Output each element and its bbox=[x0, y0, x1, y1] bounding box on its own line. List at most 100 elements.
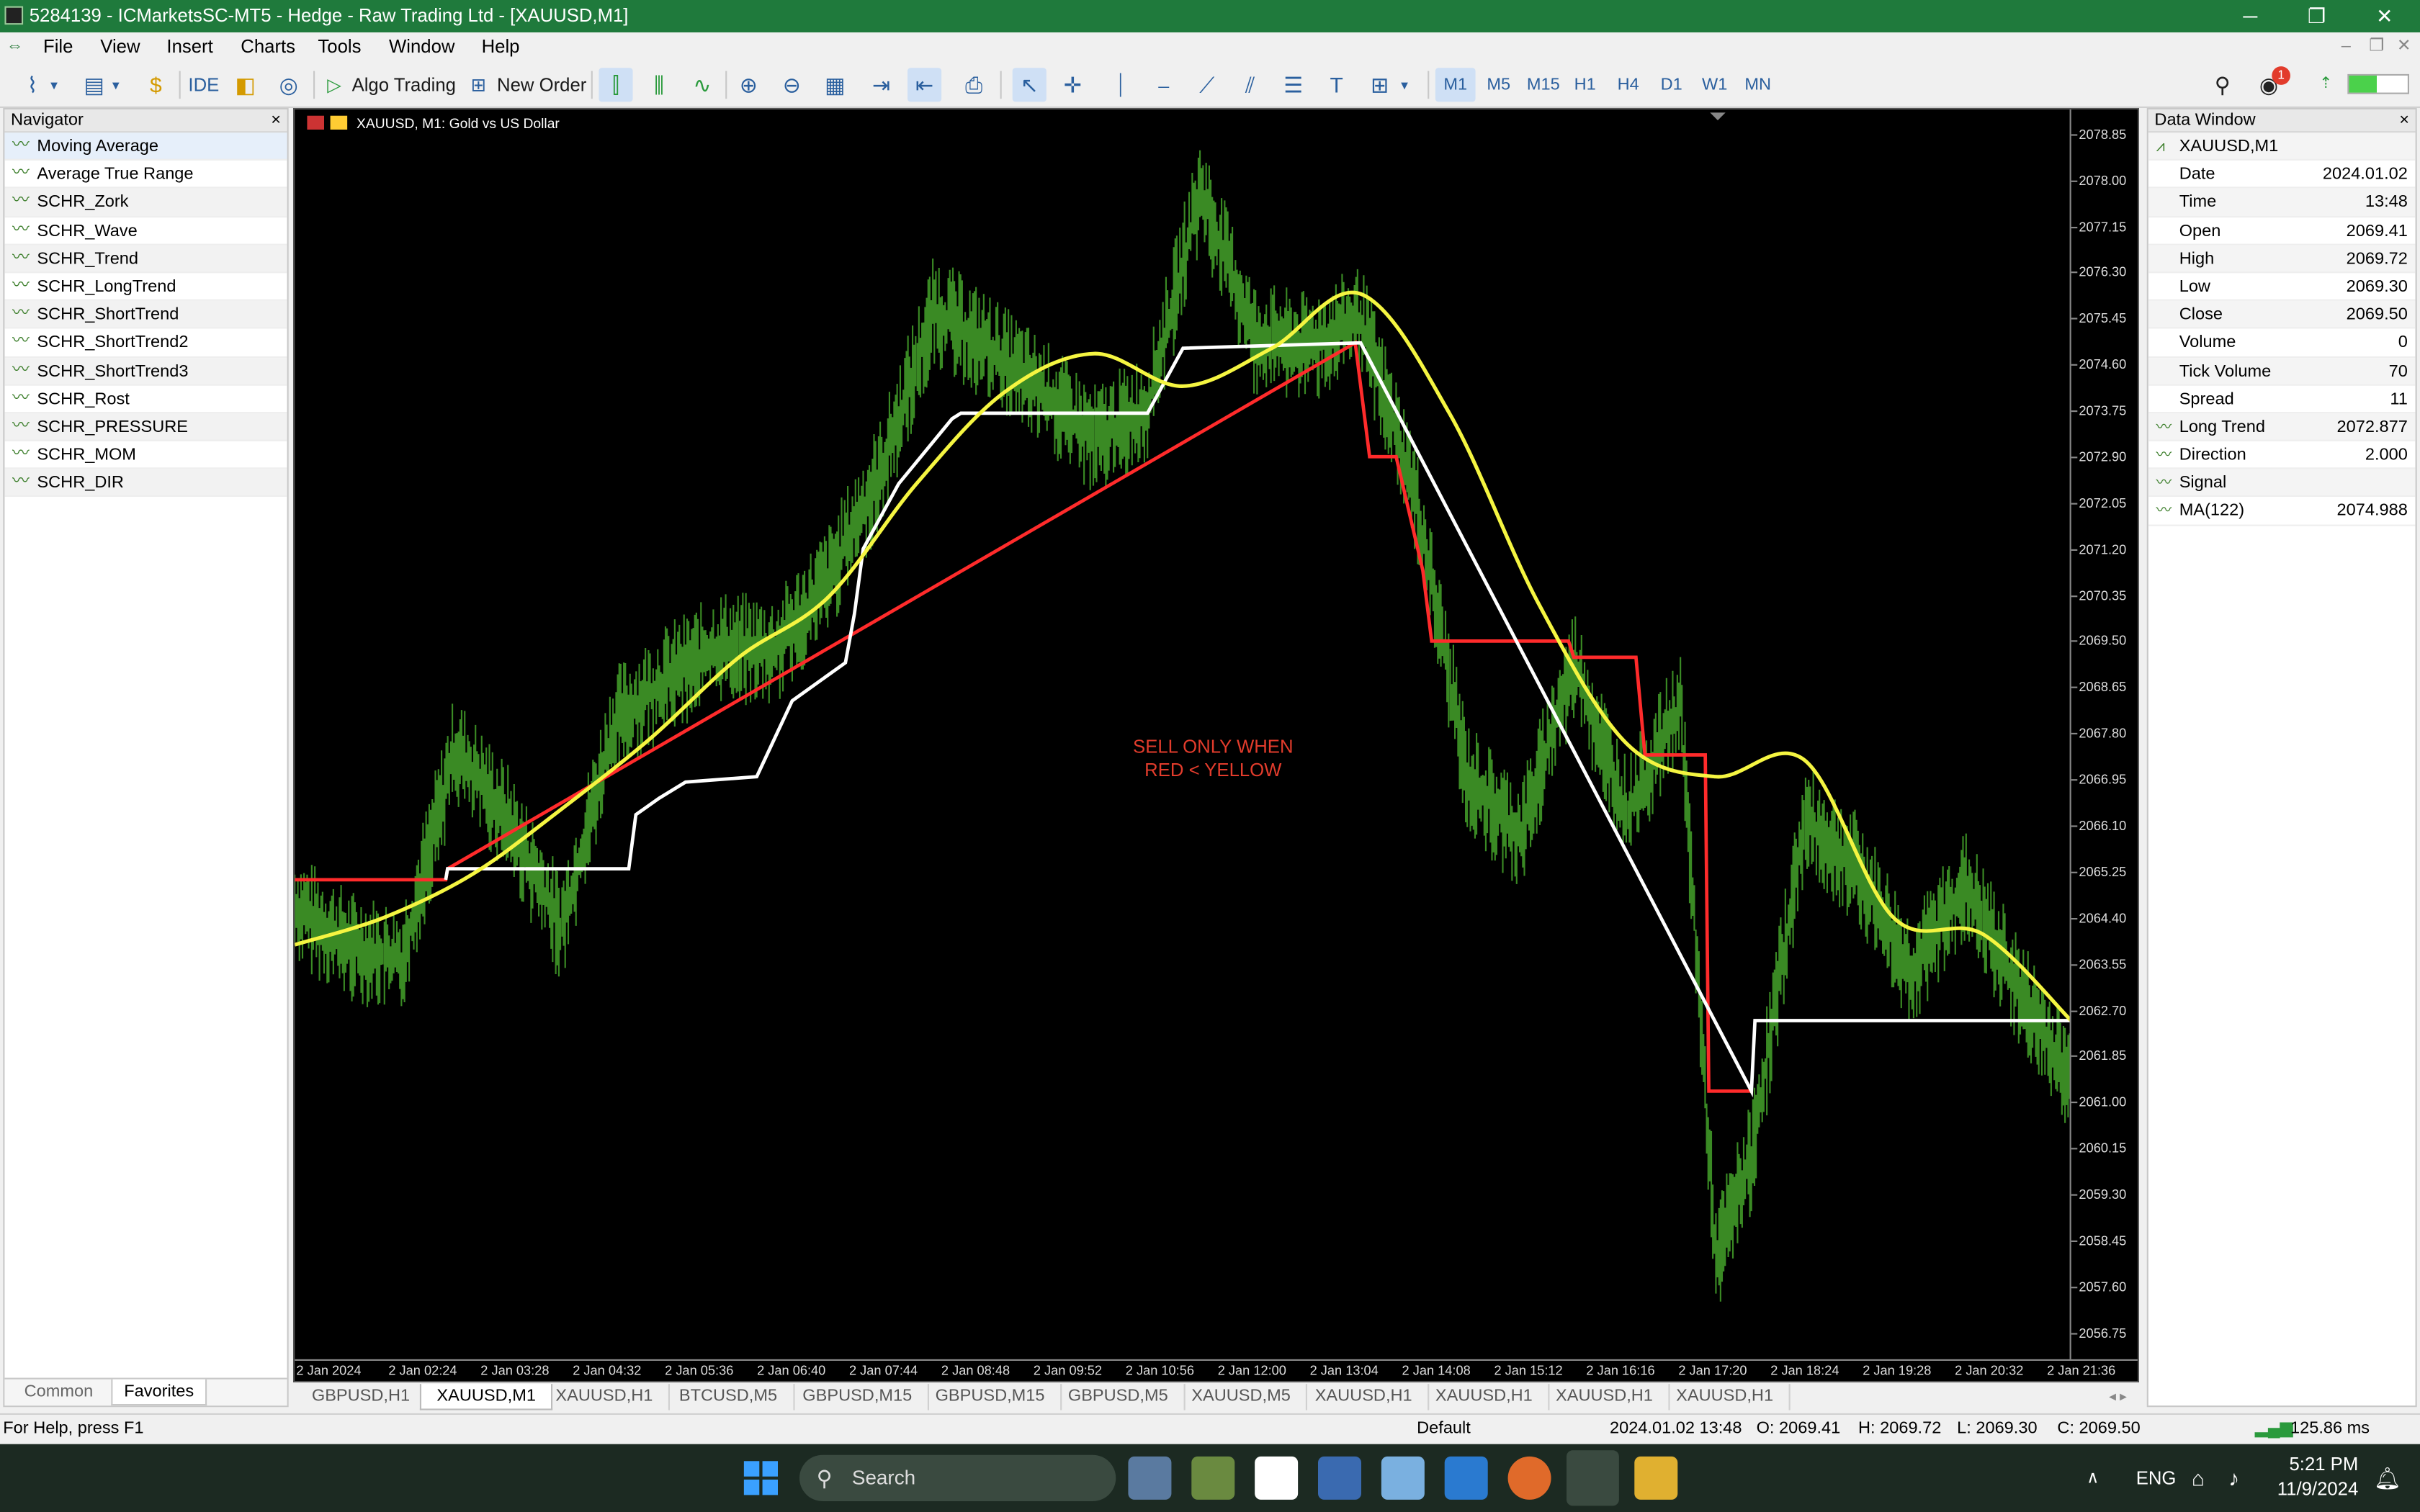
cursor-icon[interactable]: ↖ bbox=[1012, 68, 1047, 102]
navigator-item[interactable]: 〰 SCHR_PRESSURE bbox=[4, 413, 287, 441]
price-chart[interactable] bbox=[295, 109, 2071, 1362]
new-order-button[interactable]: ⊞ New Order bbox=[466, 68, 587, 102]
navigator-item[interactable]: 〰 SCHR_Zork bbox=[4, 189, 287, 217]
timeframe-w1[interactable]: W1 bbox=[1702, 76, 1728, 94]
file-explorer-icon[interactable] bbox=[1634, 1456, 1678, 1500]
chart-shift-marker[interactable] bbox=[1710, 112, 1726, 121]
text-icon[interactable]: T bbox=[1330, 72, 1343, 97]
symbol-tab[interactable]: GBPUSD,H1 bbox=[296, 1384, 427, 1410]
navigator-item[interactable]: 〰 SCHR_ShortTrend2 bbox=[4, 329, 287, 358]
tab-scroll-icon[interactable]: ◂ ▸ bbox=[2109, 1388, 2127, 1404]
data-window-close-icon[interactable]: × bbox=[2399, 111, 2409, 130]
store-icon[interactable] bbox=[1318, 1456, 1361, 1500]
navigator-item[interactable]: 〰 SCHR_ShortTrend3 bbox=[4, 357, 287, 386]
mdi-restore-button[interactable]: ❐ bbox=[2369, 37, 2385, 56]
zoom-in-icon[interactable]: ⊕ bbox=[739, 72, 758, 97]
vertical-line-icon[interactable]: ⏐ bbox=[1114, 72, 1127, 97]
search-icon[interactable]: ⚲ bbox=[2214, 72, 2231, 97]
market-icon[interactable]: $ bbox=[150, 72, 162, 97]
menu-window[interactable]: Window bbox=[389, 35, 455, 58]
symbol-tab[interactable]: XAUUSD,M5 bbox=[1176, 1384, 1308, 1410]
timeframe-h4[interactable]: H4 bbox=[1617, 76, 1639, 94]
timeframe-m5[interactable]: M5 bbox=[1487, 76, 1511, 94]
zoom-out-icon[interactable]: ⊖ bbox=[782, 72, 801, 97]
firefox-icon[interactable] bbox=[1507, 1456, 1551, 1500]
signals-icon[interactable]: ◎ bbox=[279, 72, 298, 97]
photos-icon[interactable] bbox=[1191, 1456, 1235, 1500]
new-chart-dropdown-icon[interactable]: ▾ bbox=[50, 77, 58, 93]
symbol-tab[interactable]: GBPUSD,M15 bbox=[787, 1384, 929, 1410]
price-axis[interactable]: 2078.85 2078.00 2077.15 2076.30 2075.45 2074.… bbox=[2069, 109, 2138, 1363]
symbol-tab[interactable]: GBPUSD,M5 bbox=[1052, 1384, 1186, 1410]
minimize-button[interactable]: ─ bbox=[2243, 4, 2258, 28]
mdi-close-button[interactable]: ✕ bbox=[2396, 37, 2411, 56]
timeframe-mn[interactable]: MN bbox=[1744, 76, 1772, 94]
navigator-item[interactable]: 〰 SCHR_MOM bbox=[4, 441, 287, 469]
navigator-item[interactable]: 〰 Moving Average bbox=[4, 132, 287, 161]
shop-icon[interactable]: ◧ bbox=[235, 72, 256, 97]
level-icon[interactable]: ⇡ bbox=[2319, 76, 2333, 93]
notifications-bell-icon[interactable]: 🔔︎ bbox=[2373, 1465, 2401, 1490]
grid-icon[interactable]: ▦ bbox=[825, 72, 846, 97]
symbol-tab[interactable]: XAUUSD,M1 bbox=[419, 1384, 553, 1410]
status-ping[interactable]: 125.86 ms bbox=[2290, 1419, 2370, 1439]
chart-menu-icon[interactable]: ⇔ bbox=[6, 37, 24, 56]
timeframe-m15[interactable]: M15 bbox=[1526, 76, 1560, 94]
symbol-tab[interactable]: XAUUSD,H1 bbox=[1541, 1384, 1670, 1410]
horizontal-line-icon[interactable]: ⎯ bbox=[1158, 72, 1170, 97]
close-button[interactable]: ✕ bbox=[2376, 4, 2393, 28]
shapes-icon[interactable]: ⊞ bbox=[1371, 72, 1389, 97]
mdi-minimize-button[interactable]: – bbox=[2341, 37, 2351, 56]
taskbar-search[interactable]: ⚲ Search bbox=[799, 1454, 1116, 1501]
tab-common[interactable]: Common bbox=[24, 1382, 94, 1401]
menu-help[interactable]: Help bbox=[481, 35, 520, 58]
trendline-icon[interactable]: ⟋ bbox=[1199, 72, 1215, 97]
shapes-dropdown-icon[interactable]: ▾ bbox=[1401, 77, 1408, 93]
navigator-item[interactable]: 〰 SCHR_ShortTrend bbox=[4, 301, 287, 330]
restore-button[interactable]: ❐ bbox=[2307, 4, 2326, 28]
crosshair-icon[interactable]: ✛ bbox=[1063, 72, 1082, 97]
navigator-item[interactable]: 〰 SCHR_Rost bbox=[4, 385, 287, 414]
algo-trading-button[interactable]: ▷ Algo Trading bbox=[321, 68, 456, 102]
chart-shift-icon[interactable]: ⇤ bbox=[908, 68, 942, 102]
vscode-icon[interactable] bbox=[1444, 1456, 1488, 1500]
new-chart-icon[interactable]: ⌇ bbox=[27, 72, 38, 97]
line-chart-icon[interactable]: ∿ bbox=[693, 72, 712, 97]
language-indicator[interactable]: ENG bbox=[2136, 1467, 2177, 1489]
metatrader-icon[interactable] bbox=[1567, 1450, 1619, 1506]
tab-favorites[interactable]: Favorites bbox=[111, 1379, 207, 1406]
timeframe-d1[interactable]: D1 bbox=[1660, 76, 1682, 94]
chart-type-dropdown-icon[interactable]: ▾ bbox=[112, 77, 120, 93]
menu-charts[interactable]: Charts bbox=[241, 35, 296, 58]
navigator-item[interactable]: 〰 Average True Range bbox=[4, 161, 287, 189]
start-icon[interactable] bbox=[743, 1459, 779, 1496]
symbol-tab[interactable]: GBPUSD,M15 bbox=[920, 1384, 1062, 1410]
navigator-item[interactable]: 〰 SCHR_Wave bbox=[4, 217, 287, 246]
navigator-item[interactable]: 〰 SCHR_LongTrend bbox=[4, 273, 287, 302]
status-profile[interactable]: Default bbox=[1417, 1419, 1471, 1439]
navigator-item[interactable]: 〰 SCHR_DIR bbox=[4, 469, 287, 498]
menu-file[interactable]: File bbox=[43, 35, 73, 58]
network-app-icon[interactable] bbox=[1381, 1456, 1425, 1500]
symbol-tab[interactable]: XAUUSD,H1 bbox=[1420, 1384, 1550, 1410]
symbol-tab[interactable]: BTCUSD,M5 bbox=[663, 1384, 794, 1410]
channel-icon[interactable]: ⫽ bbox=[1245, 72, 1255, 97]
menu-view[interactable]: View bbox=[100, 35, 140, 58]
timeframe-h1[interactable]: H1 bbox=[1574, 76, 1596, 94]
time-axis[interactable]: 2 Jan 2024 2 Jan 02:24 2 Jan 03:28 2 Jan 04… bbox=[295, 1359, 2138, 1381]
widgets-icon[interactable] bbox=[1128, 1456, 1172, 1500]
symbol-tab[interactable]: XAUUSD,H1 bbox=[1299, 1384, 1430, 1410]
ide-button[interactable]: IDE bbox=[188, 73, 220, 96]
autoscroll-icon[interactable]: ⇥ bbox=[871, 72, 891, 97]
navigator-close-icon[interactable]: × bbox=[271, 111, 281, 130]
chart-window[interactable]: XAUUSD, M1: Gold vs US Dollar SELL ONLY … bbox=[293, 108, 2140, 1382]
tray-expand-icon[interactable]: ∧ bbox=[2087, 1468, 2099, 1488]
menu-tools[interactable]: Tools bbox=[318, 35, 362, 58]
candlestick-icon[interactable]: ⫼ bbox=[654, 72, 664, 97]
menu-insert[interactable]: Insert bbox=[166, 35, 213, 58]
fibonacci-icon[interactable]: ☰ bbox=[1283, 72, 1304, 97]
bar-chart-icon[interactable]: ⫿ bbox=[599, 68, 633, 102]
timeframe-m1[interactable]: M1 bbox=[1435, 68, 1476, 102]
volume-icon[interactable]: ♪ bbox=[2228, 1465, 2240, 1490]
symbol-tab[interactable]: XAUUSD,H1 bbox=[1661, 1384, 1791, 1410]
